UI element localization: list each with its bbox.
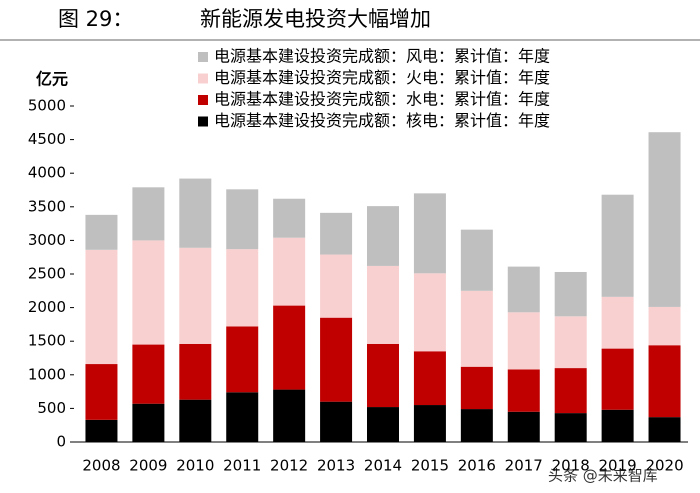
watermark: 头条 @未来智库 <box>548 467 658 485</box>
bar-segment <box>85 214 118 250</box>
legend: 电源基本建设投资完成额：风电：累计值：年度电源基本建设投资完成额：火电：累计值：… <box>198 47 550 130</box>
x-tick-label: 2016 <box>458 457 496 475</box>
y-tick-label: 3000 <box>28 231 66 249</box>
bar-segment <box>554 316 587 369</box>
x-tick-label: 2017 <box>505 457 543 475</box>
bar-segment <box>179 178 212 248</box>
bar-segment <box>85 249 118 365</box>
bar-segment <box>367 343 399 408</box>
figure-label: 图 29： <box>58 7 133 31</box>
x-tick-label: 2018 <box>552 457 590 475</box>
x-tick-label: 2012 <box>270 457 308 475</box>
bar-segment <box>226 326 259 393</box>
legend-label: 电源基本建设投资完成额：风电：累计值：年度 <box>214 47 550 66</box>
bar-segment <box>601 409 634 442</box>
bar-segment <box>132 403 165 442</box>
bar-segment <box>648 132 681 307</box>
bar-segment <box>226 189 259 250</box>
bar-segment <box>367 206 399 266</box>
bar-segment <box>507 266 540 313</box>
bar-segment <box>179 247 212 344</box>
bar-segment <box>601 194 634 297</box>
bar-segment <box>648 306 681 346</box>
y-tick-label: 500 <box>37 399 66 417</box>
bar-segment <box>367 265 399 344</box>
x-tick-label: 2013 <box>317 457 355 475</box>
legend-label: 电源基本建设投资完成额：火电：累计值：年度 <box>214 68 550 87</box>
bar-segment <box>460 229 493 291</box>
y-tick-label: 3500 <box>28 197 66 215</box>
x-tick-label: 2009 <box>129 457 167 475</box>
bar-segment <box>413 405 446 442</box>
bar-segment <box>507 411 540 442</box>
bar-segment <box>460 290 493 367</box>
legend-swatch <box>198 52 208 62</box>
bar-segment <box>554 368 587 414</box>
bar-segment <box>460 366 493 410</box>
bar-segment <box>554 271 587 317</box>
bar-segment <box>367 407 399 442</box>
legend-label: 电源基本建设投资完成额：水电：累计值：年度 <box>214 90 550 109</box>
bar-segment <box>507 312 540 370</box>
x-tick-label: 2010 <box>176 457 214 475</box>
x-tick-label: 2020 <box>645 457 683 475</box>
y-tick-label: 4000 <box>28 164 66 182</box>
legend-swatch <box>198 95 208 105</box>
y-tick-label: 5000 <box>28 97 66 115</box>
bar-segment <box>601 296 634 349</box>
y-tick-label: 1000 <box>28 365 66 383</box>
bar-segment <box>132 187 165 241</box>
y-tick-label: 2000 <box>28 298 66 316</box>
bar-segment <box>320 317 353 402</box>
bar-segment <box>320 212 353 255</box>
legend-swatch <box>198 73 208 84</box>
bar-segment <box>648 345 681 418</box>
bar-segment <box>273 305 306 390</box>
y-tick-label: 0 <box>56 433 66 451</box>
x-tick-label: 2008 <box>82 457 120 475</box>
bar-segment <box>554 413 587 442</box>
chart-title: 新能源发电投资大幅增加 <box>200 7 431 31</box>
bar-segment <box>132 344 165 404</box>
bar-segment <box>460 409 493 442</box>
x-tick-label: 2019 <box>599 457 637 475</box>
bar-segment <box>273 237 306 306</box>
legend-label: 电源基本建设投资完成额：核电：累计值：年度 <box>214 111 550 130</box>
x-tick-label: 2011 <box>223 457 261 475</box>
bar-segment <box>413 273 446 352</box>
y-tick-label: 4500 <box>28 130 66 148</box>
bar-segment <box>132 240 165 345</box>
bar-segment <box>179 399 212 442</box>
x-tick-label: 2014 <box>364 457 402 475</box>
bar-segment <box>226 249 259 327</box>
x-tick-label: 2015 <box>411 457 449 475</box>
bar-segment <box>226 392 259 442</box>
bar-segment <box>507 369 540 412</box>
bar-segment <box>179 343 212 400</box>
bar-segment <box>320 401 353 442</box>
bar-segment <box>648 417 681 442</box>
bar-segment <box>85 364 118 420</box>
bar-segment <box>413 351 446 406</box>
legend-swatch <box>198 116 208 127</box>
bar-segment <box>85 419 118 442</box>
bar-segment <box>273 198 306 238</box>
y-axis-label: 亿元 <box>36 70 68 89</box>
bar-segment <box>320 254 353 318</box>
y-tick-label: 1500 <box>28 332 66 350</box>
bar-segment <box>601 348 634 410</box>
bar-segment <box>273 389 306 442</box>
y-tick-label: 2500 <box>28 265 66 283</box>
bar-segment <box>413 193 446 274</box>
